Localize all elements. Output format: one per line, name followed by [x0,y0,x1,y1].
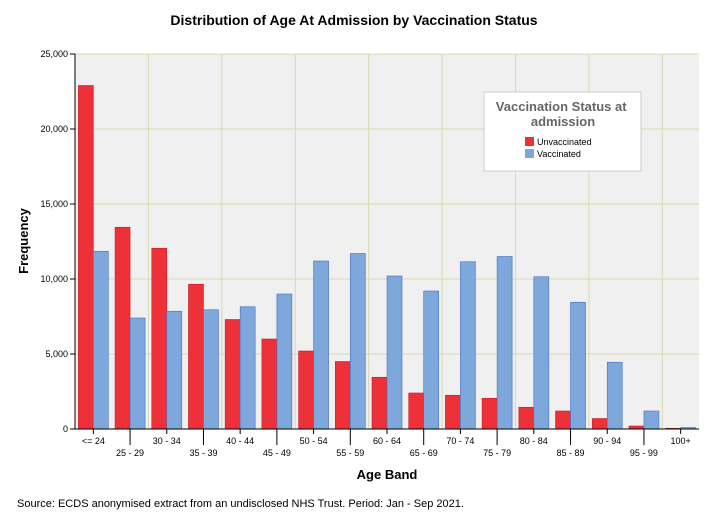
legend-box [483,91,642,172]
x-tick-label: 90 - 94 [593,436,621,446]
x-tick-label: 30 - 34 [153,436,181,446]
x-tick-label: <= 24 [82,436,105,446]
x-tick-label: 25 - 29 [116,448,144,458]
bar-vaccinated-13 [570,301,586,430]
x-tick-label: 80 - 84 [520,436,548,446]
x-tick-label: 100+ [671,436,691,446]
x-tick-label: 60 - 64 [373,436,401,446]
y-tick-label: 0 [63,424,68,434]
legend-label-unvaccinated: Unvaccinated [537,137,592,147]
bar-vaccinated-5 [276,293,293,430]
chart-title: Distribution of Age At Admission by Vacc… [170,12,538,28]
bar-vaccinated-6 [313,260,329,430]
bar-unvaccinated-1 [114,226,131,430]
bar-vaccinated-12 [533,276,550,430]
bar-vaccinated-11 [496,256,513,430]
legend-label-vaccinated: Vaccinated [537,149,581,159]
x-tick-label: 95 - 99 [630,448,658,458]
bar-unvaccinated-3 [188,283,204,430]
bar-unvaccinated-0 [78,85,94,430]
bar-vaccinated-1 [129,317,146,430]
bar-unvaccinated-8 [371,376,388,430]
bar-unvaccinated-14 [591,418,608,430]
bar-unvaccinated-7 [334,361,351,430]
legend-swatch-vaccinated [525,149,534,158]
bar-unvaccinated-12 [518,406,535,430]
x-tick-label: 45 - 49 [263,448,291,458]
y-tick-label: 25,000 [40,49,68,59]
x-axis-title: Age Band [357,467,418,482]
x-tick-label: 65 - 69 [410,448,438,458]
x-tick-label: 55 - 59 [336,448,364,458]
y-tick-label: 20,000 [40,124,68,134]
bar-unvaccinated-2 [151,247,168,430]
axes: 0 5,000 10,000 15,000 20,000 25,000 <= 24 25 - … [40,49,699,458]
y-tick-label: 15,000 [40,199,68,209]
legend: Vaccination Status at admission Unvaccin… [483,91,642,172]
source-note: Source: ECDS anonymised extract from an … [17,498,464,510]
y-tick-label: 5,000 [45,349,68,359]
bar-unvaccinated-4 [224,319,241,430]
bar-vaccinated-14 [606,361,623,430]
x-tick-label: 70 - 74 [446,436,474,446]
bars [78,85,696,430]
bar-vaccinated-10 [460,261,476,430]
bar-vaccinated-3 [203,309,219,430]
y-tick-label: 10,000 [40,274,68,284]
legend-swatch-unvaccinated [525,137,534,146]
y-axis-title: Frequency [16,207,31,274]
bar-vaccinated-9 [423,290,440,430]
bar-vaccinated-2 [166,310,183,430]
legend-title: Vaccination Status at admission [496,99,630,129]
x-tick-label: 50 - 54 [300,436,328,446]
bar-vaccinated-4 [239,306,256,430]
bar-vaccinated-8 [386,275,403,430]
bar-vaccinated-15 [643,410,660,430]
x-tick-label: 85 - 89 [557,448,585,458]
bar-unvaccinated-5 [261,338,278,430]
bar-unvaccinated-6 [298,350,314,430]
bar-vaccinated-7 [349,253,366,430]
bar-unvaccinated-13 [555,410,571,430]
bar-vaccinated-0 [93,250,109,430]
bar-unvaccinated-10 [445,394,461,430]
x-tick-label: 35 - 39 [189,448,217,458]
x-tick-label: 40 - 44 [226,436,254,446]
x-tick-label: 75 - 79 [483,448,511,458]
bar-unvaccinated-9 [408,392,425,430]
bar-unvaccinated-11 [481,397,498,430]
